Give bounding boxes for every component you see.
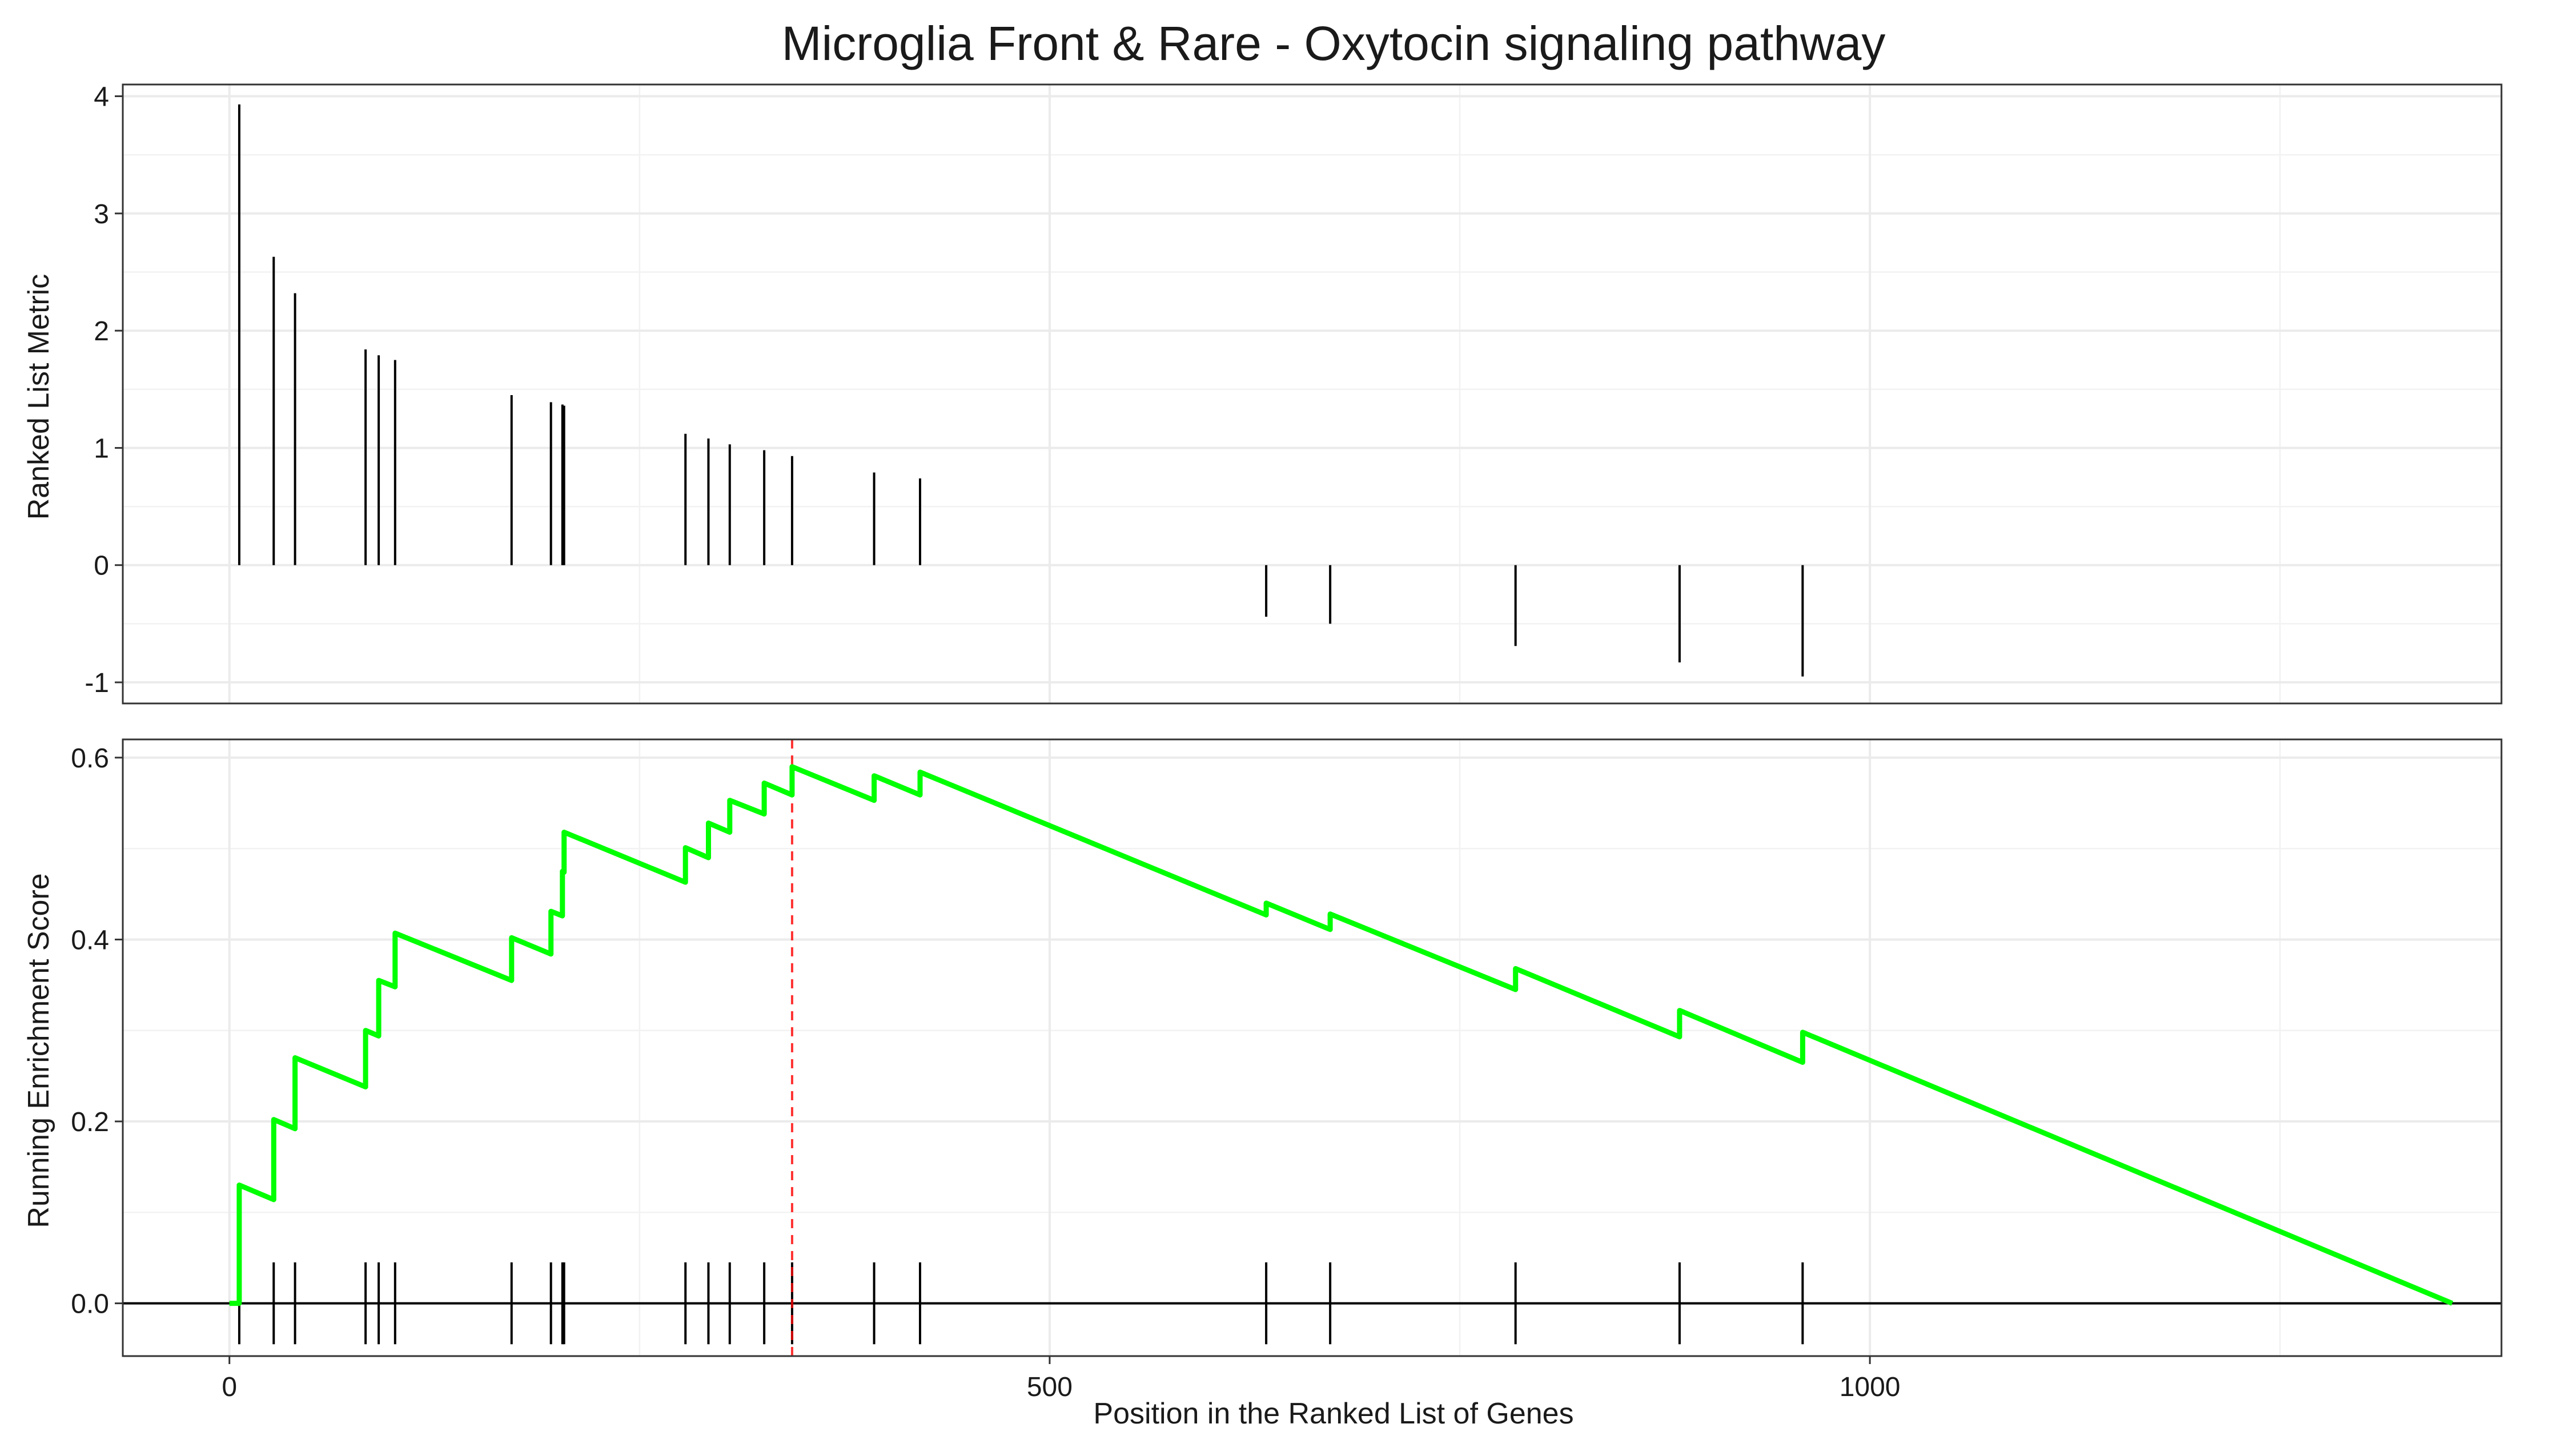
bottom-y-tick-label: 0.2 [71,1107,109,1137]
bottom-y-tick-label: 0.4 [71,925,109,955]
x-axis-label: Position in the Ranked List of Genes [1093,1397,1573,1430]
bottom-x-tick-label: 0 [222,1372,237,1402]
bottom-y-axis-label: Running Enrichment Score [22,873,55,1228]
bottom-y-tick-label: 0.0 [71,1289,109,1320]
top-y-tick-label: 1 [94,433,109,464]
top-panel-border [122,83,2503,705]
top-y-tick-label: 4 [94,82,109,112]
top-plot-background [123,85,2501,703]
chart-title: Microglia Front & Rare - Oxytocin signal… [782,17,1886,70]
top-y-tick-label: -1 [85,668,109,698]
top-y-tick-label: 3 [94,199,109,230]
top-y-tick-label: 0 [94,551,109,581]
enrichment-score-line [229,764,2453,1306]
bottom-x-tick-label: 1000 [1840,1372,1901,1402]
bottom-x-tick-label: 500 [1027,1372,1073,1402]
top-y-tick-label: 2 [94,316,109,347]
ranked-metric-panel: -1 0 1 2 3 4 [85,82,2503,705]
enrichment-score-panel: 0.0 0.2 0.4 0.6 0 500 1000 [71,738,2503,1402]
top-y-axis-label: Ranked List Metric [22,274,55,520]
bottom-y-tick-label: 0.6 [71,743,109,774]
bottom-panel-border [122,738,2503,1357]
bottom-plot-background [123,739,2501,1356]
